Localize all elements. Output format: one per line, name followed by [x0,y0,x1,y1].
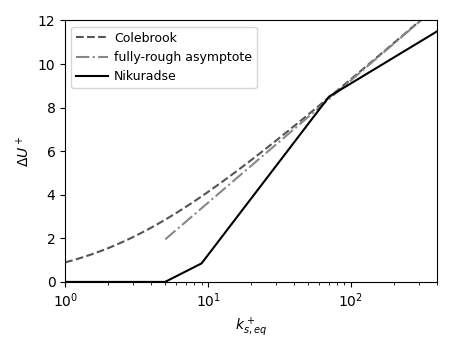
Legend: Colebrook, fully-rough asymptote, Nikuradse: Colebrook, fully-rough asymptote, Nikura… [71,27,256,88]
Nikuradse [352,79,357,83]
Nikuradse [100,280,106,284]
Line: Colebrook: Colebrook [65,6,436,262]
Y-axis label: $\Delta U^+$: $\Delta U^+$ [15,136,32,167]
Colebrook [226,175,231,179]
fully-rough asymptote [164,235,170,240]
fully-rough asymptote [202,203,208,207]
fully-rough asymptote [433,5,439,9]
Colebrook [352,74,357,78]
Colebrook [358,68,364,72]
Nikuradse [62,280,68,284]
Colebrook [317,102,322,107]
X-axis label: $k^+_{s,eq}$: $k^+_{s,eq}$ [235,316,267,339]
fully-rough asymptote [366,62,372,67]
Colebrook [433,4,439,8]
Nikuradse [212,243,218,247]
Line: Nikuradse: Nikuradse [65,32,436,282]
fully-rough asymptote [162,237,168,241]
Line: fully-rough asymptote: fully-rough asymptote [165,7,436,239]
fully-rough asymptote [428,9,433,13]
fully-rough asymptote [189,214,194,218]
Nikuradse [433,29,439,34]
Nikuradse [226,225,231,230]
Nikuradse [358,75,364,79]
fully-rough asymptote [310,111,315,115]
Nikuradse [317,105,322,110]
Colebrook [100,248,106,252]
Colebrook [62,260,68,264]
Colebrook [212,184,218,189]
